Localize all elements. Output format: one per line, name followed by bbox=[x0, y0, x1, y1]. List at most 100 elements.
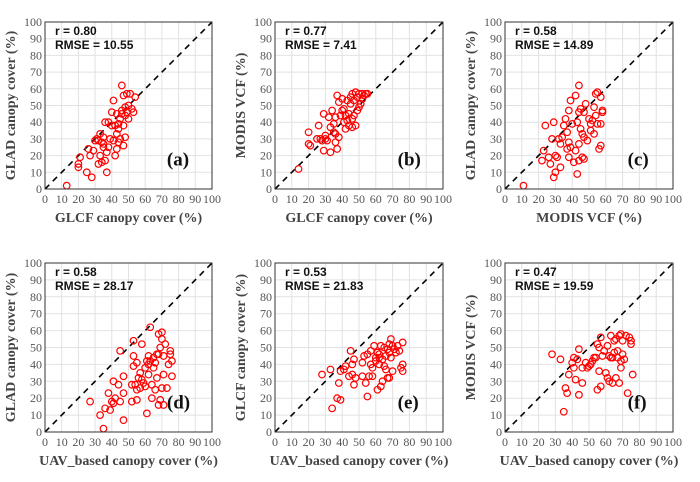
data-point bbox=[575, 390, 583, 399]
r-label: r = 0.58 bbox=[55, 265, 97, 279]
data-point bbox=[328, 106, 337, 115]
r-label: r = 0.53 bbox=[285, 265, 327, 279]
data-point bbox=[601, 368, 610, 377]
data-point bbox=[89, 146, 98, 155]
x-tick-label: 80 bbox=[403, 192, 415, 206]
y-tick-label: 0 bbox=[36, 425, 42, 439]
x-tick-label: 10 bbox=[286, 435, 298, 449]
data-point bbox=[101, 118, 110, 127]
data-point bbox=[346, 346, 355, 355]
x-tick-label: 50 bbox=[583, 192, 595, 206]
data-point bbox=[549, 173, 558, 182]
data-point bbox=[132, 358, 141, 367]
data-point bbox=[318, 370, 326, 379]
y-tick-label: 100 bbox=[254, 15, 272, 29]
data-point bbox=[373, 348, 382, 357]
y-tick-label: 40 bbox=[490, 115, 502, 129]
rmse-label: RMSE = 14.89 bbox=[515, 38, 594, 52]
data-point bbox=[398, 338, 407, 347]
panel-label: (f) bbox=[628, 392, 647, 413]
x-tick-label: 100 bbox=[664, 192, 682, 206]
data-point bbox=[166, 346, 175, 355]
data-point bbox=[334, 379, 343, 387]
data-point bbox=[163, 384, 171, 392]
x-tick-label: 20 bbox=[72, 435, 84, 449]
y-tick-label: 40 bbox=[30, 115, 42, 129]
data-point bbox=[596, 382, 605, 391]
x-tick-label: 10 bbox=[56, 435, 68, 449]
data-point bbox=[610, 336, 619, 345]
data-point bbox=[583, 136, 592, 145]
data-point bbox=[109, 96, 118, 105]
data-point bbox=[385, 374, 394, 382]
x-tick-label: 30 bbox=[549, 192, 561, 206]
y-tick-label: 0 bbox=[496, 182, 502, 196]
y-tick-label: 60 bbox=[30, 324, 42, 338]
data-point bbox=[328, 404, 337, 413]
x-tick-label: 80 bbox=[403, 435, 415, 449]
y-tick-label: 30 bbox=[490, 374, 502, 388]
y-axis-label: GLAD canopy cover (%) bbox=[4, 30, 19, 180]
data-point bbox=[122, 89, 131, 98]
x-tick-label: 70 bbox=[617, 435, 629, 449]
y-tick-label: 80 bbox=[490, 48, 502, 62]
x-axis-label: UAV_based canopy cover (%) bbox=[39, 454, 218, 469]
y-tick-label: 60 bbox=[260, 324, 272, 338]
x-tick-label: 90 bbox=[420, 192, 432, 206]
x-tick-label: 40 bbox=[106, 192, 118, 206]
x-tick-label: 90 bbox=[650, 192, 662, 206]
data-point bbox=[363, 89, 372, 98]
y-tick-label: 10 bbox=[260, 408, 272, 422]
y-tick-label: 90 bbox=[30, 273, 42, 287]
y-tick-label: 100 bbox=[484, 15, 502, 29]
data-point bbox=[564, 106, 573, 115]
data-point bbox=[154, 401, 163, 409]
data-point bbox=[575, 140, 583, 148]
data-point bbox=[116, 397, 125, 406]
data-point bbox=[549, 118, 558, 127]
x-tick-label: 50 bbox=[583, 435, 595, 449]
data-point bbox=[321, 134, 330, 143]
data-point bbox=[551, 168, 560, 177]
data-point bbox=[142, 409, 151, 418]
y-tick-label: 70 bbox=[260, 307, 272, 321]
x-tick-label: 60 bbox=[600, 192, 612, 206]
data-point bbox=[350, 355, 358, 364]
data-point bbox=[104, 389, 113, 398]
data-point bbox=[538, 156, 546, 165]
data-point bbox=[566, 96, 575, 105]
y-tick-label: 20 bbox=[490, 391, 502, 405]
x-tick-label: 100 bbox=[434, 192, 452, 206]
data-point bbox=[82, 168, 91, 177]
data-point bbox=[598, 108, 607, 117]
data-point bbox=[561, 384, 570, 392]
data-point bbox=[129, 108, 138, 117]
data-point bbox=[321, 131, 330, 140]
data-point bbox=[144, 352, 153, 360]
data-point bbox=[152, 374, 161, 382]
data-point bbox=[580, 108, 588, 117]
x-tick-label: 10 bbox=[56, 192, 68, 206]
y-tick-label: 70 bbox=[490, 65, 502, 79]
data-point bbox=[338, 94, 347, 103]
y-tick-label: 70 bbox=[260, 65, 272, 79]
data-point bbox=[556, 355, 565, 364]
x-tick-label: 80 bbox=[633, 435, 645, 449]
y-axis-label: GLAD canopy cover (%) bbox=[464, 30, 479, 180]
data-point bbox=[159, 401, 168, 409]
x-tick-label: 100 bbox=[664, 435, 682, 449]
data-point bbox=[569, 363, 578, 372]
data-point bbox=[551, 151, 560, 160]
data-point bbox=[546, 160, 555, 168]
rmse-label: RMSE = 21.83 bbox=[285, 279, 364, 293]
data-point bbox=[127, 380, 136, 389]
data-point bbox=[331, 129, 340, 138]
x-tick-label: 40 bbox=[566, 192, 578, 206]
data-point bbox=[107, 108, 116, 117]
data-point bbox=[102, 148, 111, 157]
data-point bbox=[596, 141, 605, 150]
data-point bbox=[578, 379, 587, 387]
x-tick-label: 0 bbox=[42, 435, 48, 449]
data-point bbox=[571, 375, 580, 384]
data-point bbox=[336, 395, 345, 404]
